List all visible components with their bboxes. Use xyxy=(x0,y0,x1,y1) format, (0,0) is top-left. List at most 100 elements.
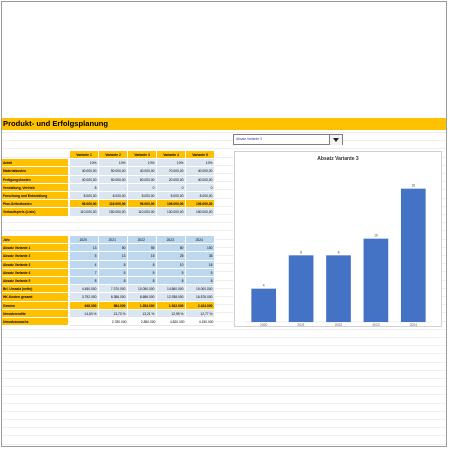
year-header[interactable]: 2024 xyxy=(186,236,215,245)
table-cell[interactable]: 10% xyxy=(157,159,186,168)
table-cell[interactable]: 16 xyxy=(186,260,215,269)
table-cell[interactable]: 116.000,00 xyxy=(99,200,128,209)
table-cell[interactable]: 13,73 % xyxy=(99,309,128,318)
table-cell[interactable]: 8.000,00 xyxy=(186,192,215,201)
table-cell[interactable]: 12,95 % xyxy=(157,309,186,318)
table-cell[interactable]: 100 xyxy=(186,244,215,253)
table-cell[interactable]: 0 xyxy=(186,183,215,192)
table-cell[interactable]: 8 xyxy=(128,260,157,269)
table-cell[interactable]: 5 xyxy=(70,252,99,261)
table-cell[interactable]: 110.000,00 xyxy=(128,208,157,217)
table-cell[interactable]: 6.386.000 xyxy=(99,293,128,302)
table-cell[interactable]: 0 xyxy=(157,183,186,192)
table-cell[interactable]: 150.000,00 xyxy=(99,208,128,217)
table-cell[interactable]: 10% xyxy=(99,159,128,168)
table-cell[interactable]: 50.000,00 xyxy=(99,167,128,176)
table-cell[interactable]: 8 xyxy=(157,277,186,286)
table-cell[interactable]: 106.000,00 xyxy=(186,200,215,209)
table-cell[interactable]: 10% xyxy=(70,159,99,168)
table-cell[interactable]: 13 xyxy=(99,252,128,261)
table-cell[interactable]: 10% xyxy=(128,159,157,168)
table-cell[interactable]: 1.922.000 xyxy=(157,301,186,310)
table-cell[interactable]: 16.576.000 xyxy=(186,293,215,302)
table-cell[interactable]: 150.000,00 xyxy=(186,208,215,217)
table-cell[interactable]: 40.000,00 xyxy=(128,167,157,176)
table-cell[interactable]: 130.000,00 xyxy=(157,208,186,217)
table-cell[interactable]: 10.050.000 xyxy=(128,285,157,294)
table-cell[interactable]: 8.000,00 xyxy=(157,192,186,201)
table-cell[interactable]: 12,77 % xyxy=(186,309,215,318)
table-cell[interactable]: 70.000,00 xyxy=(157,167,186,176)
table-cell[interactable]: 80 xyxy=(157,244,186,253)
row-label: Anteil xyxy=(2,159,68,168)
table-cell[interactable]: 8 xyxy=(70,277,99,286)
table-cell[interactable]: 8 xyxy=(99,260,128,269)
bar-2023[interactable] xyxy=(363,238,389,322)
variant-dropdown[interactable]: Absatz Variante 3 xyxy=(233,134,343,145)
table-cell[interactable]: 12.938.000 xyxy=(157,293,186,302)
table-cell[interactable]: 40.000,00 xyxy=(186,175,215,184)
data-label: 16 xyxy=(411,184,415,188)
table-cell[interactable]: 8.000,00 xyxy=(128,192,157,201)
table-cell[interactable]: 3.792.000 xyxy=(70,293,99,302)
table-cell[interactable]: 1.354.000 xyxy=(128,301,157,310)
table-cell[interactable]: 14,63 % xyxy=(70,309,99,318)
dropdown-button[interactable] xyxy=(329,135,342,145)
year-header[interactable]: 2020 xyxy=(70,236,99,245)
table-cell[interactable]: 10% xyxy=(186,159,215,168)
bar-2021[interactable] xyxy=(288,255,314,322)
table-cell[interactable]: 0 xyxy=(128,183,157,192)
table-cell[interactable]: 8 xyxy=(99,277,128,286)
table-cell[interactable]: 5 xyxy=(99,268,128,277)
table-cell[interactable]: 15 xyxy=(128,252,157,261)
table-cell[interactable]: 5 xyxy=(157,268,186,277)
table-cell[interactable]: 8 xyxy=(128,277,157,286)
bar-2020[interactable] xyxy=(251,288,277,322)
table-cell[interactable]: 4.450.000 xyxy=(70,285,99,294)
table-cell[interactable]: 7.370.000 xyxy=(99,285,128,294)
table-cell[interactable]: 8 xyxy=(70,183,99,192)
bar-2024[interactable] xyxy=(400,188,426,322)
year-header[interactable]: 2023 xyxy=(157,236,186,245)
table-cell[interactable]: 984.000 xyxy=(99,301,128,310)
table-cell[interactable]: 5 xyxy=(128,268,157,277)
table-cell[interactable]: 19.000.000 xyxy=(186,285,215,294)
table-cell[interactable]: 25 xyxy=(157,252,186,261)
bar-2022[interactable] xyxy=(326,255,351,322)
table-cell[interactable]: 40.000,00 xyxy=(186,167,215,176)
table-cell[interactable]: 10 xyxy=(157,260,186,269)
table-cell[interactable]: 2.850.000 xyxy=(128,318,157,327)
table-cell[interactable]: 35 xyxy=(186,252,215,261)
table-cell[interactable]: 648.000 xyxy=(70,301,99,310)
table-cell[interactable]: 110.000,00 xyxy=(70,208,99,217)
table-cell[interactable]: 20.000,00 xyxy=(157,175,186,184)
table-cell[interactable]: 4.820.000 xyxy=(157,318,186,327)
table-cell[interactable] xyxy=(70,318,99,327)
table-cell[interactable]: 13 xyxy=(70,244,99,253)
table-cell[interactable]: 55 xyxy=(128,244,157,253)
year-header[interactable]: 2021 xyxy=(99,236,128,245)
table-cell[interactable]: 2.424.000 xyxy=(186,301,215,310)
gridline xyxy=(2,419,446,420)
table-cell[interactable]: 2.780.000 xyxy=(99,318,128,327)
table-cell[interactable]: 96.000,00 xyxy=(70,200,99,209)
table-cell[interactable]: 40.000,00 xyxy=(70,167,99,176)
table-cell[interactable]: 13,21 % xyxy=(128,309,157,318)
table-cell[interactable]: 8.686.000 xyxy=(128,293,157,302)
table-cell[interactable]: 8 xyxy=(186,277,215,286)
table-cell[interactable]: 8.000,00 xyxy=(70,192,99,201)
table-cell[interactable]: 50.000,00 xyxy=(128,175,157,184)
table-cell[interactable]: 96.000,00 xyxy=(128,200,157,209)
table-cell[interactable]: 50 xyxy=(99,244,128,253)
table-cell[interactable]: 14.860.000 xyxy=(157,285,186,294)
table-cell[interactable]: 50.000,00 xyxy=(99,175,128,184)
table-cell[interactable]: 5 xyxy=(186,268,215,277)
table-cell[interactable]: 4 xyxy=(70,260,99,269)
table-cell[interactable]: . xyxy=(99,183,128,192)
table-cell[interactable]: 8.000,00 xyxy=(99,192,128,201)
table-cell[interactable]: 7 xyxy=(70,268,99,277)
table-cell[interactable]: 106.000,00 xyxy=(157,200,186,209)
table-cell[interactable]: 40.000,00 xyxy=(70,175,99,184)
table-cell[interactable]: 4.150.000 xyxy=(186,318,215,327)
year-header[interactable]: 2022 xyxy=(128,236,157,245)
